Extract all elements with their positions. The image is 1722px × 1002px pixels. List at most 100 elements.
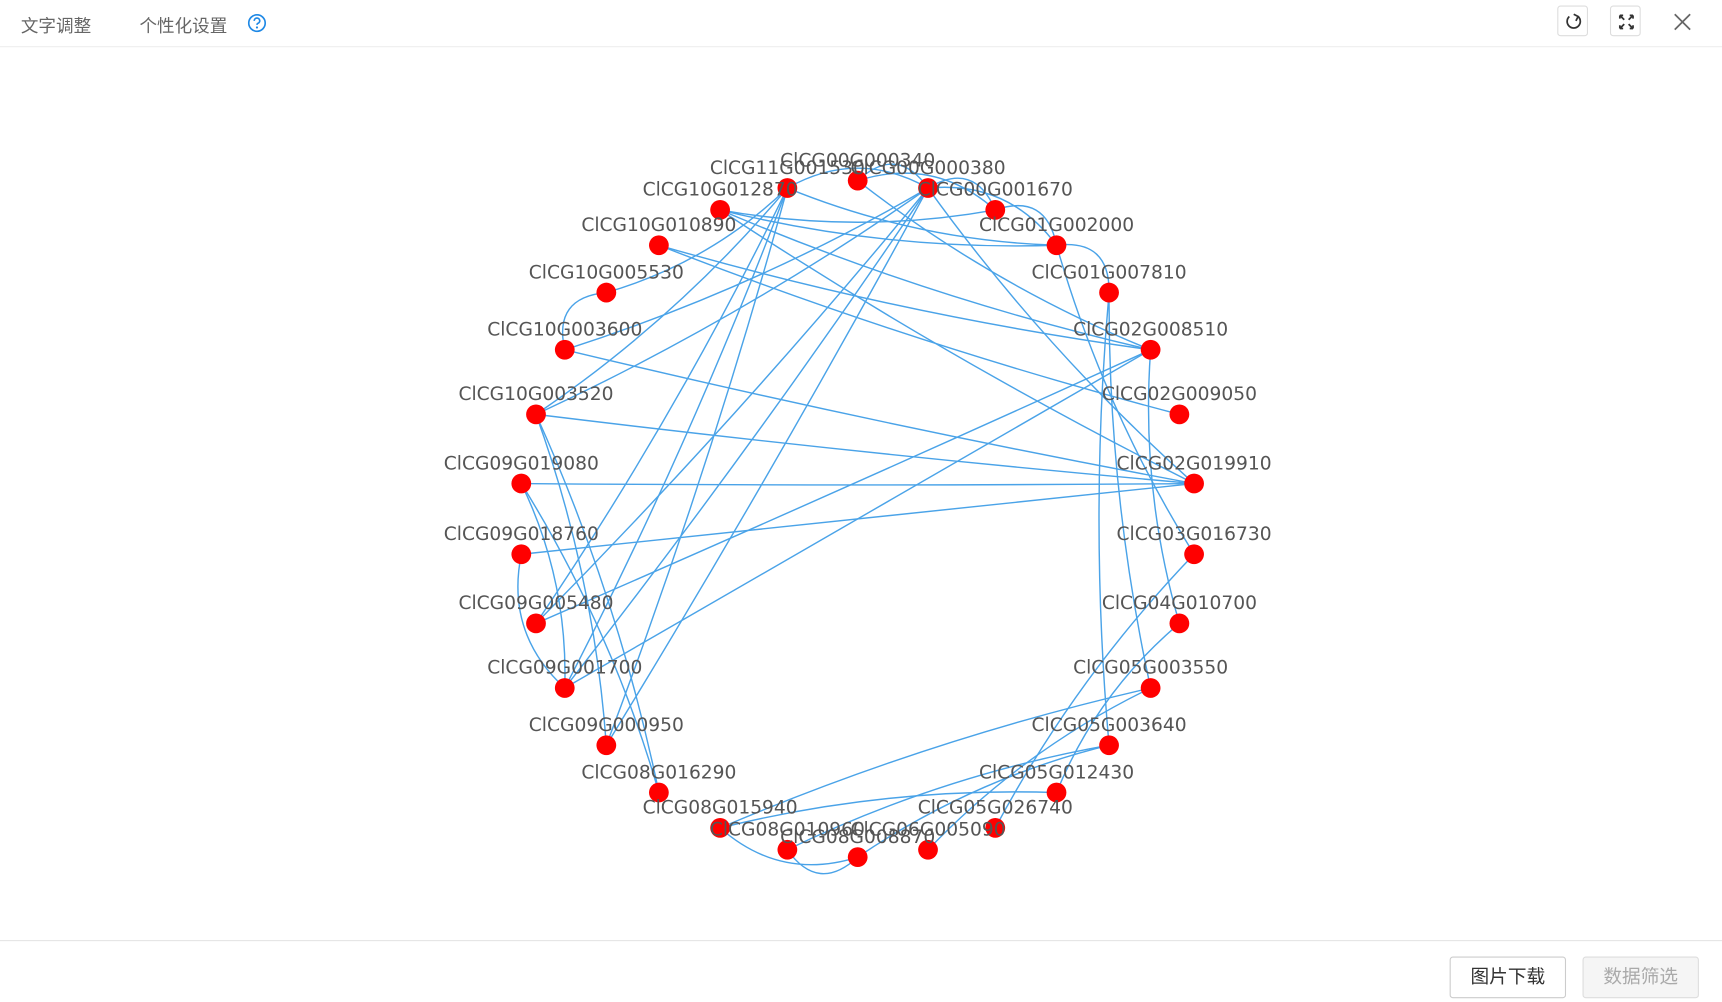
edge xyxy=(535,413,1195,485)
tab[interactable]: 文字调整 xyxy=(20,15,92,37)
node xyxy=(985,818,1006,838)
node xyxy=(648,235,669,256)
node xyxy=(511,544,532,565)
edge xyxy=(857,744,1110,858)
edge xyxy=(535,414,608,746)
close-button[interactable] xyxy=(1671,11,1693,33)
node xyxy=(554,678,575,698)
node xyxy=(511,473,532,494)
filter-button: 数据筛选 xyxy=(1582,956,1699,999)
edge xyxy=(786,849,859,875)
node xyxy=(554,339,575,360)
node xyxy=(1099,735,1119,756)
node xyxy=(526,613,546,634)
node xyxy=(777,178,798,198)
edge xyxy=(1147,349,1181,624)
edge xyxy=(535,414,660,793)
node-label: ClCG10G005530 xyxy=(529,262,684,283)
edge xyxy=(658,244,1180,416)
edge xyxy=(561,291,607,350)
edge xyxy=(857,172,996,211)
edge xyxy=(994,553,1195,829)
node xyxy=(1140,678,1161,698)
footer: 图片下载 数据筛选 xyxy=(0,940,1722,1001)
edge xyxy=(927,177,996,211)
node-label: ClCG02G008510 xyxy=(1073,320,1228,341)
node xyxy=(596,735,617,756)
node-label: ClCG02G009050 xyxy=(1102,384,1257,405)
node-label: ClCG01G007810 xyxy=(1032,262,1187,283)
node-label: ClCG01G002000 xyxy=(979,215,1134,236)
node xyxy=(985,200,1006,220)
edge xyxy=(995,205,1058,246)
edge xyxy=(719,209,1057,247)
edge xyxy=(927,187,1195,485)
node-label: ClCG02G019910 xyxy=(1117,453,1272,474)
node-label: ClCG05G003640 xyxy=(1032,715,1187,736)
edge xyxy=(521,482,1195,486)
node-label: ClCG03G016730 xyxy=(1117,524,1272,545)
node-label: ClCG05G003550 xyxy=(1073,658,1228,679)
node xyxy=(847,847,868,868)
node-label: ClCG06G005090 xyxy=(850,819,1005,840)
edge xyxy=(1098,292,1110,746)
edge xyxy=(605,187,789,746)
node-label: ClCG08G016290 xyxy=(581,762,736,783)
node xyxy=(1184,473,1204,494)
edge xyxy=(719,209,996,223)
edge xyxy=(535,187,788,415)
node xyxy=(918,839,938,860)
node xyxy=(596,282,617,303)
node xyxy=(1169,613,1190,634)
edge xyxy=(535,187,929,624)
node xyxy=(526,404,546,425)
edge xyxy=(787,187,1057,246)
tab[interactable]: 个性化设置 xyxy=(139,15,228,37)
node-label: ClCG00G000340 xyxy=(780,150,935,171)
node-label: ClCG09G000950 xyxy=(529,715,684,736)
edge xyxy=(564,187,929,689)
edge xyxy=(927,687,1151,851)
node xyxy=(1099,282,1119,303)
node-label: ClCG09G018760 xyxy=(444,524,599,545)
node-label: ClCG11G001530 xyxy=(710,158,865,179)
download-button[interactable]: 图片下载 xyxy=(1449,956,1567,999)
edge xyxy=(564,187,789,689)
toolbar: 文字调整 个性化设置 xyxy=(0,0,1722,48)
edge xyxy=(517,554,566,689)
node-label: ClCG10G012870 xyxy=(643,180,798,201)
node xyxy=(847,170,868,191)
node-label: ClCG09G019080 xyxy=(444,453,599,474)
node xyxy=(1140,339,1161,360)
edge xyxy=(520,483,566,689)
node-label: ClCG10G010890 xyxy=(581,215,736,236)
node xyxy=(710,200,731,220)
edge xyxy=(1055,622,1180,793)
fullscreen-button[interactable] xyxy=(1609,5,1641,37)
edge xyxy=(564,187,929,351)
node-label: ClCG00G000380 xyxy=(850,158,1005,179)
node xyxy=(710,818,731,838)
edge xyxy=(787,167,929,189)
node-label: ClCG09G005480 xyxy=(458,593,613,614)
edge xyxy=(1056,243,1110,293)
help-icon[interactable] xyxy=(247,13,267,33)
edge xyxy=(564,349,1195,485)
node-label: ClCG09G001700 xyxy=(487,658,642,679)
node xyxy=(1184,544,1204,565)
node-label: ClCG10G003520 xyxy=(458,384,613,405)
edge xyxy=(535,187,789,624)
edge xyxy=(606,187,788,294)
node xyxy=(1046,235,1067,256)
edge xyxy=(535,349,1151,625)
node-label: ClCG08G008870 xyxy=(780,827,935,848)
edge xyxy=(520,483,660,793)
node-label: ClCG08G010960 xyxy=(710,819,865,840)
edge xyxy=(927,186,1058,246)
edge xyxy=(719,687,1151,829)
refresh-button[interactable] xyxy=(1557,5,1588,37)
node-label: ClCG00G001670 xyxy=(918,180,1073,201)
